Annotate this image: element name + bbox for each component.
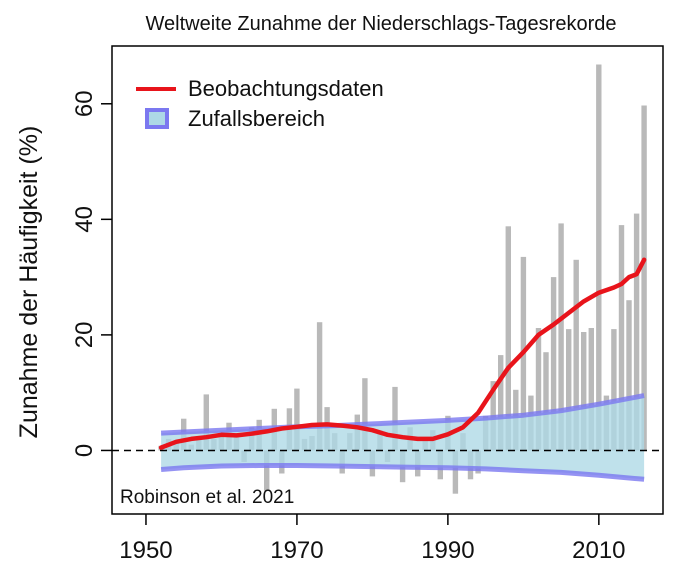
x-tick-label-1990: 1990 [421,537,474,564]
y-tick-label-20: 20 [71,322,98,349]
legend: Beobachtungsdaten Zufallsbereich [136,76,384,131]
y-axis: 0 20 40 60 [71,90,112,457]
bar-2016 [641,105,647,451]
bar-1973 [316,322,323,451]
y-tick-label-0: 0 [71,444,98,457]
bar-2006 [566,329,572,451]
bar-2005 [558,223,564,451]
bar-2015 [633,213,640,451]
bar-1979 [362,378,368,451]
bar-2008 [581,332,587,451]
bar-2007 [573,259,579,451]
x-axis: 1950 1970 1990 2010 [119,514,626,564]
bar-2012 [611,329,617,451]
x-tick-label-1950: 1950 [119,537,172,564]
bar-2013 [618,225,625,451]
bar-2003 [543,352,549,451]
x-tick-label-2010: 2010 [572,537,625,564]
bar-1958 [203,394,209,451]
chart-title: Weltweite Zunahme der Niederschlags-Tage… [146,13,617,35]
y-axis-label: Zunahme der Häufigkeit (%) [15,126,43,439]
y-tick-label-60: 60 [71,90,98,117]
legend-label-observations: Beobachtungsdaten [188,76,384,101]
x-tick-label-1970: 1970 [270,537,323,564]
bar-1991 [452,450,459,494]
bar-2009 [588,328,594,451]
plot-area [112,64,663,494]
bar-1970 [294,388,300,451]
plot-frame [111,45,664,515]
bar-2004 [550,277,557,451]
bar-1997 [498,355,504,451]
y-tick-label-40: 40 [71,206,98,233]
legend-band-swatch [145,108,169,129]
legend-label-random-range: Zufallsbereich [188,106,325,131]
random-range-lower-edge [160,463,645,482]
bar-1983 [392,386,398,451]
random-range-upper-edge [160,393,645,436]
bar-1966 [264,450,270,491]
source-annotation: Robinson et al. 2021 [120,487,294,508]
bar-2010 [596,64,602,451]
bar-2002 [535,328,542,451]
bar-1998 [505,226,511,451]
bar-2014 [626,300,632,451]
observation-line [158,257,647,450]
